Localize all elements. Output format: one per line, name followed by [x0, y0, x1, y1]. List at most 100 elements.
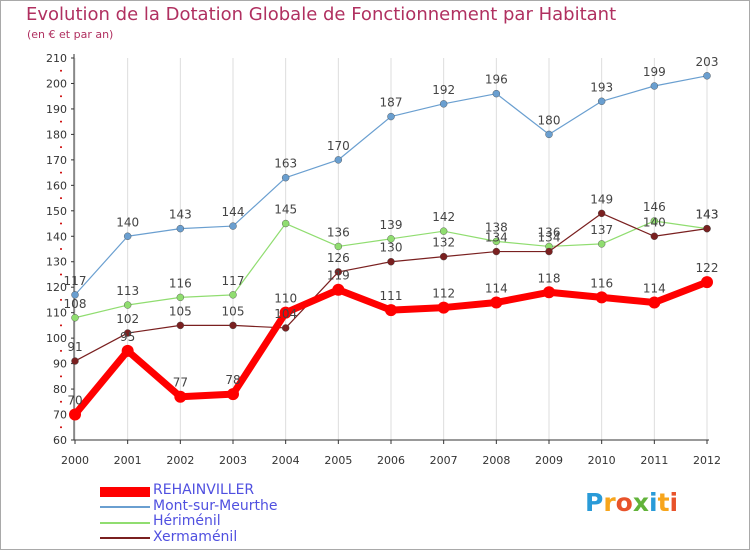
data-label-2-2008: 138	[485, 220, 508, 234]
data-point-1-2006	[387, 112, 395, 121]
data-label-2-2009: 136	[538, 225, 561, 239]
data-label-2-2012: 143	[696, 208, 719, 222]
data-label-3-2005: 126	[327, 251, 350, 265]
data-label-0-2002: 77	[173, 376, 188, 390]
data-point-0-2004	[279, 306, 292, 319]
data-label-3-2002: 105	[169, 304, 192, 318]
data-point-1-2012	[703, 72, 711, 80]
y-tick-label-200: 200	[46, 77, 67, 90]
data-label-1-2009: 180	[538, 113, 561, 127]
y-tick-label-60: 60	[53, 434, 67, 447]
y-tick-label-180: 180	[46, 128, 67, 141]
y-minor-tick	[60, 146, 62, 149]
y-minor-tick	[60, 426, 62, 429]
data-point-2-2004	[281, 219, 290, 228]
data-point-0-2008	[490, 296, 503, 309]
logo-letter: x	[632, 488, 649, 517]
data-label-0-2005: 119	[327, 269, 350, 283]
data-label-1-2010: 193	[590, 80, 613, 94]
data-point-0-2011	[648, 296, 661, 309]
data-label-2-2011: 146	[643, 200, 666, 214]
chart-title: Evolution de la Dotation Globale de Fonc…	[26, 4, 617, 25]
data-label-3-2007: 132	[432, 236, 455, 250]
data-label-1-2004: 163	[274, 157, 297, 171]
chart-subtitle: (en € et par an)	[27, 28, 114, 41]
data-point-1-2001	[123, 232, 132, 240]
data-label-3-2008: 134	[485, 231, 508, 245]
data-point-2-2005	[334, 242, 343, 251]
data-point-2-2010	[597, 240, 606, 248]
x-tick-label-2007: 2007	[430, 454, 458, 467]
data-label-3-2000: 91	[67, 340, 82, 354]
data-point-1-2009	[545, 130, 553, 139]
y-tick-label-70: 70	[53, 409, 67, 422]
logo-letter: i	[669, 488, 679, 517]
y-minor-tick	[60, 349, 62, 352]
logo-letter: i	[649, 488, 658, 517]
data-label-2-2003: 117	[222, 274, 245, 288]
data-point-2-2002	[176, 293, 185, 302]
data-label-2-2002: 116	[169, 276, 192, 290]
data-point-2-2000	[71, 314, 79, 322]
logo-letter: t	[657, 488, 670, 517]
data-label-1-2002: 143	[169, 208, 192, 222]
data-point-3-2005	[334, 268, 343, 276]
x-tick-label-2000: 2000	[61, 454, 89, 467]
y-minor-tick	[60, 120, 62, 123]
data-point-1-2010	[597, 97, 606, 105]
legend-swatch-1	[100, 506, 150, 509]
data-point-1-2000	[71, 291, 79, 299]
x-tick-label-2001: 2001	[114, 454, 142, 467]
data-label-1-2008: 196	[485, 73, 508, 87]
data-point-3-2011	[650, 232, 659, 240]
data-point-3-2008	[492, 247, 501, 256]
data-point-0-2010	[595, 291, 608, 304]
y-tick-label-210: 210	[46, 52, 67, 65]
y-minor-tick	[60, 273, 62, 276]
data-point-1-2003	[229, 222, 237, 230]
data-label-1-2011: 199	[643, 65, 666, 79]
legend-swatch-0	[100, 486, 150, 497]
y-minor-tick	[60, 197, 62, 200]
data-point-0-2000	[69, 408, 81, 421]
data-point-3-2002	[176, 321, 185, 330]
y-minor-tick	[60, 222, 62, 225]
data-point-0-2002	[174, 390, 187, 403]
y-tick-label-150: 150	[46, 205, 67, 218]
x-tick-label-2002: 2002	[166, 454, 194, 467]
y-tick-label-140: 140	[46, 230, 67, 243]
y-tick-label-130: 130	[46, 256, 67, 269]
data-point-1-2011	[650, 82, 659, 90]
data-label-0-2000: 70	[67, 394, 82, 408]
legend-label-2: Hériménil	[153, 513, 221, 529]
y-minor-tick	[60, 248, 62, 250]
legend-label-3: Xermaménil	[153, 528, 238, 545]
data-label-1-2012: 203	[696, 55, 719, 69]
legend-label-0: REHAINVILLER	[153, 482, 255, 498]
data-point-1-2005	[334, 156, 343, 164]
data-label-3-2003: 105	[222, 304, 245, 318]
x-tick-label-2004: 2004	[272, 454, 300, 467]
data-point-0-2001	[121, 344, 134, 357]
y-tick-label-170: 170	[46, 154, 67, 167]
data-point-3-2009	[545, 247, 553, 256]
data-point-3-2012	[703, 224, 711, 233]
data-point-1-2007	[439, 100, 448, 108]
data-point-1-2002	[176, 224, 185, 233]
x-tick-label-2010: 2010	[588, 454, 616, 467]
data-label-3-2004: 104	[274, 307, 297, 321]
data-point-2-2007	[439, 227, 448, 235]
data-label-2-2000: 108	[64, 297, 87, 311]
data-label-2-2006: 139	[380, 218, 403, 232]
data-label-1-2006: 187	[380, 96, 403, 110]
data-point-3-2004	[281, 324, 290, 332]
data-point-1-2004	[281, 173, 290, 182]
data-label-2-2001: 113	[116, 284, 139, 298]
logo-letter: P	[585, 488, 604, 517]
y-minor-tick	[60, 171, 62, 174]
logo-letter: r	[603, 488, 616, 517]
proxiti-logo: Proxiti	[585, 488, 678, 517]
y-minor-tick	[60, 375, 62, 378]
data-point-2-2003	[229, 291, 237, 299]
data-point-0-2012	[701, 276, 713, 289]
